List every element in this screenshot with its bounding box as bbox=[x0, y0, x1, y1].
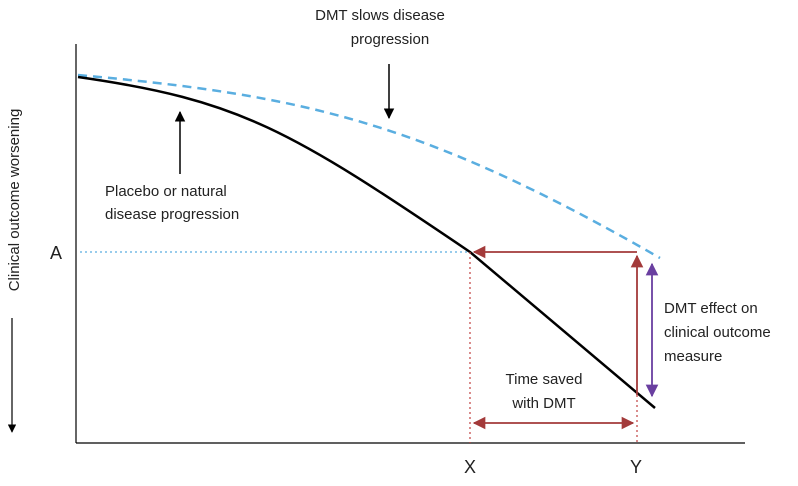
dmt-effect-label-line1: DMT effect on bbox=[664, 300, 758, 317]
placebo-label-line1: Placebo or natural bbox=[105, 183, 227, 200]
dmt-effect-label-line2: clinical outcome bbox=[664, 324, 771, 341]
placebo-label-line2: disease progression bbox=[105, 206, 239, 223]
placebo-curve bbox=[77, 75, 656, 409]
dmt-effect-label-line3: measure bbox=[664, 348, 722, 365]
x-marker-y: Y bbox=[630, 457, 642, 477]
x-marker-x: X bbox=[464, 457, 476, 477]
dmt-slows-label-line2: progression bbox=[351, 31, 429, 48]
time-saved-label-line2: with DMT bbox=[511, 395, 575, 412]
y-marker-a: A bbox=[50, 243, 62, 263]
dmt-slows-label-line1: DMT slows disease bbox=[315, 7, 445, 24]
dmt-curve bbox=[77, 73, 661, 260]
time-saved-label-line1: Time saved bbox=[506, 371, 583, 388]
y-axis-label: Clinical outcome worsening bbox=[6, 109, 23, 292]
